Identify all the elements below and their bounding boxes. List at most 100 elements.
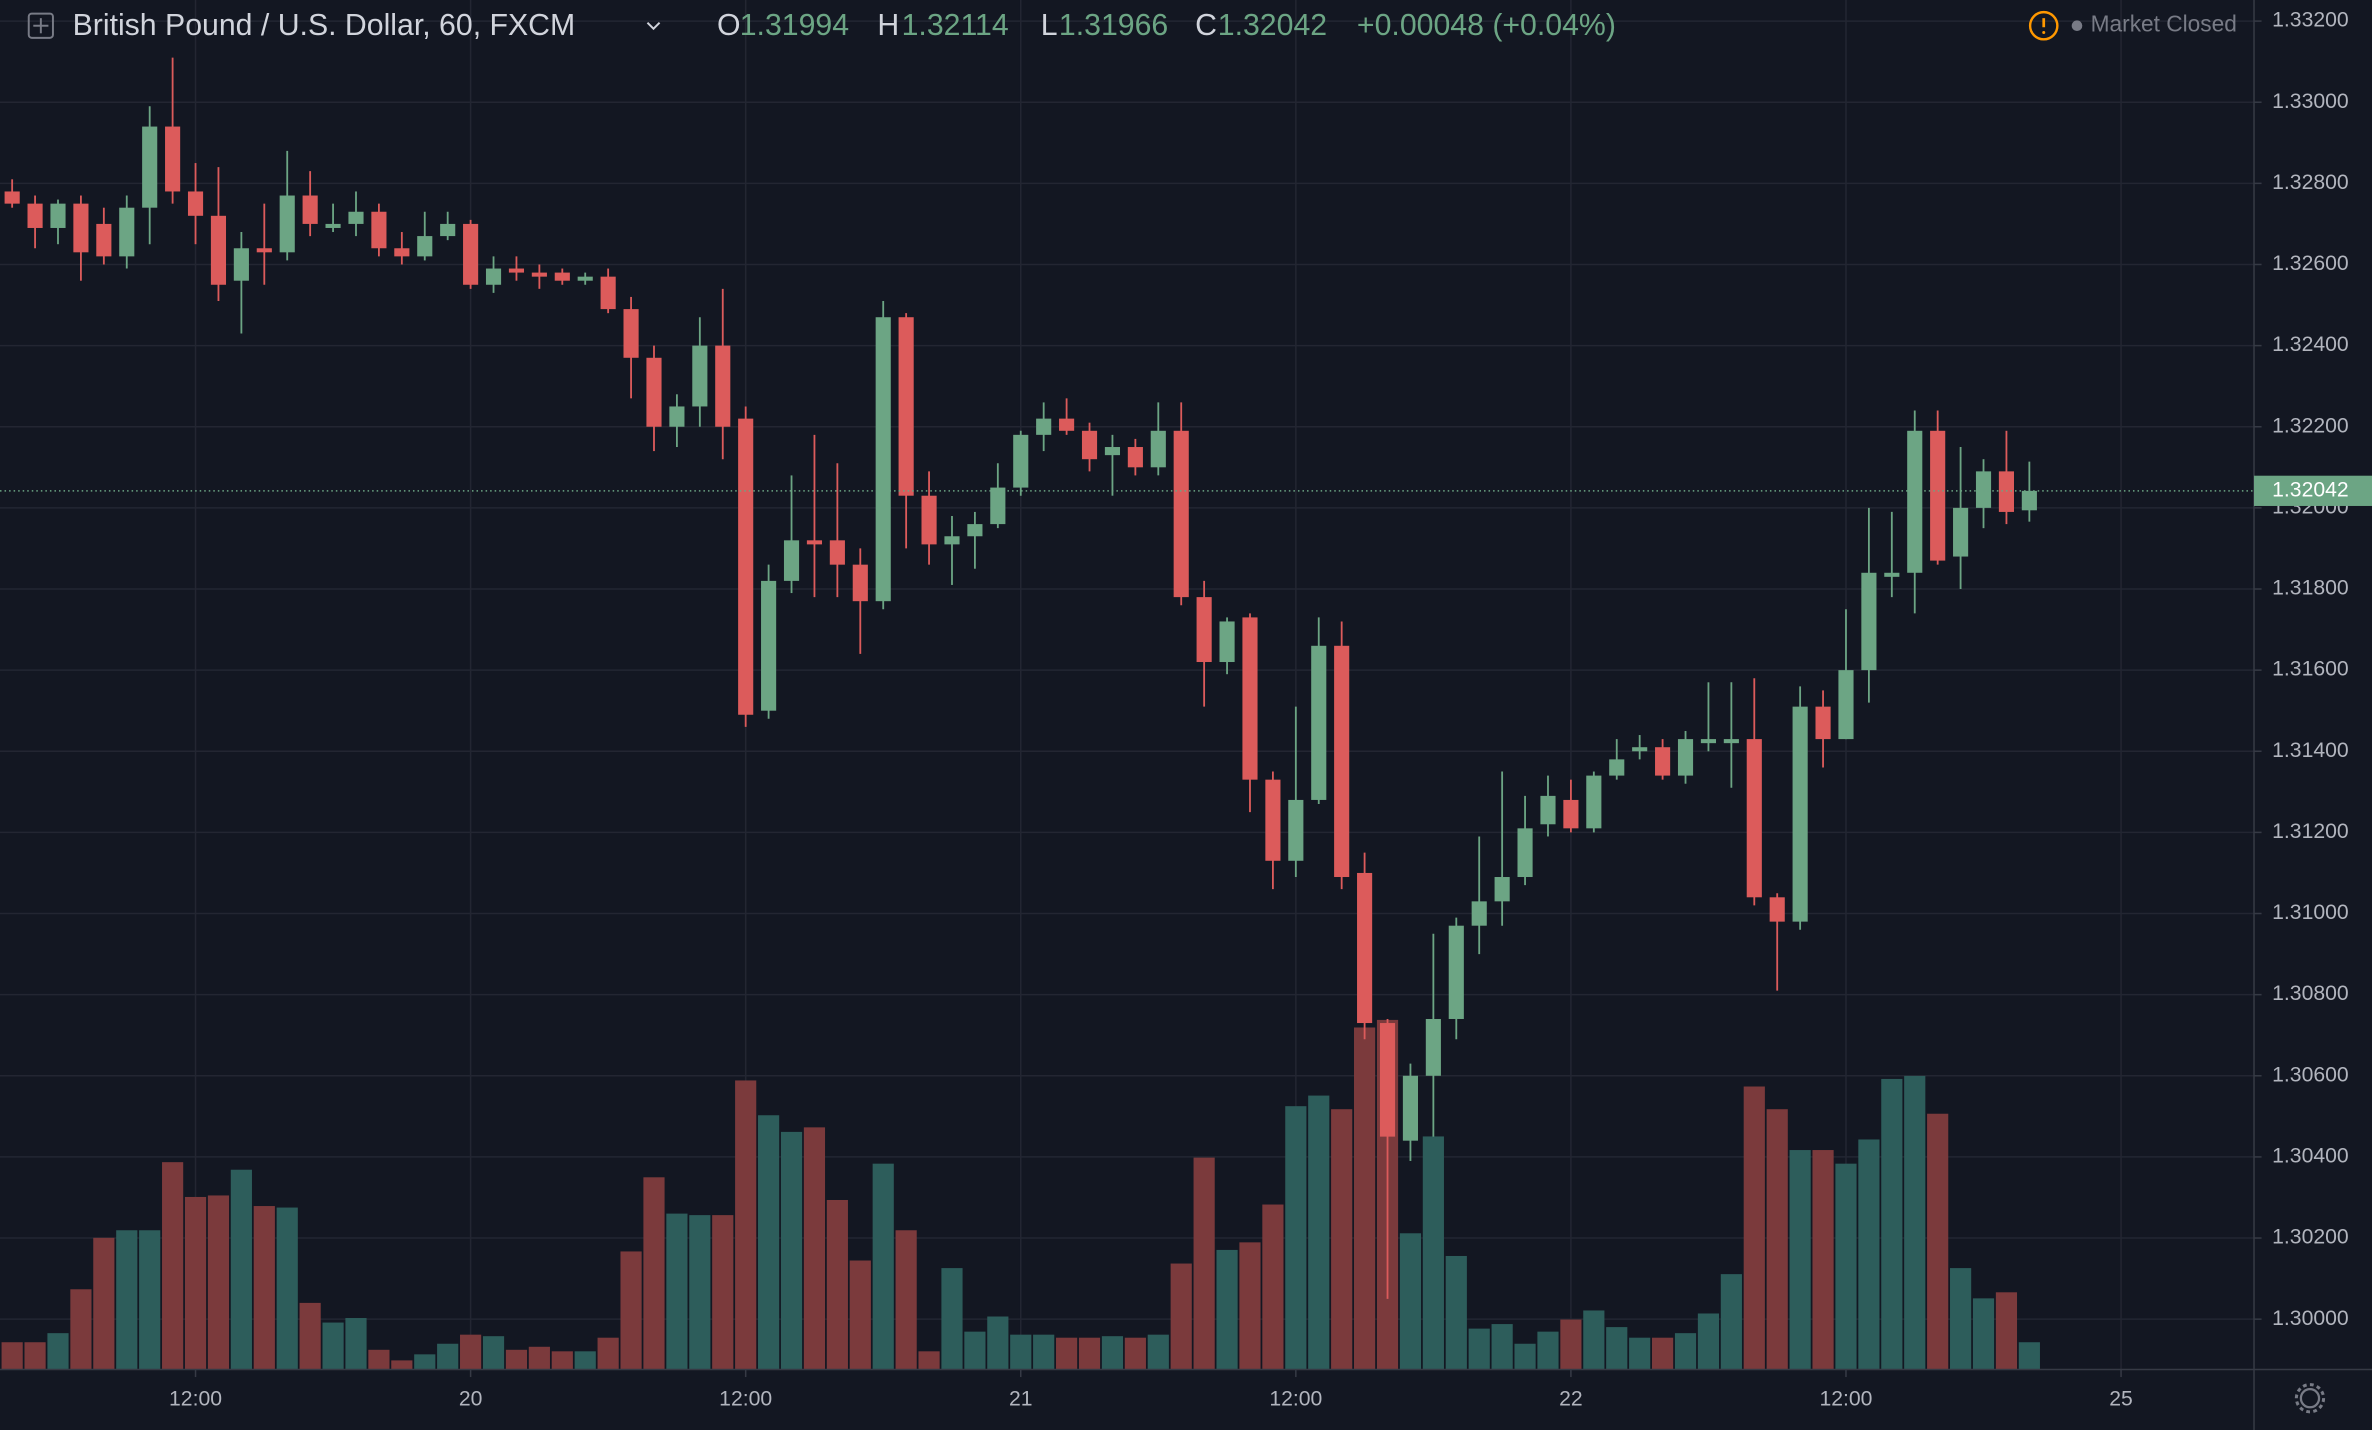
volume-bar bbox=[1881, 1078, 1903, 1370]
candle-body bbox=[1609, 759, 1625, 776]
candle-body bbox=[1677, 739, 1694, 776]
candle-body bbox=[1036, 418, 1052, 435]
volume-bar bbox=[322, 1322, 344, 1370]
candle-body bbox=[1242, 617, 1258, 780]
y-tick-label: 1.31600 bbox=[2272, 658, 2349, 681]
candle-body bbox=[1334, 645, 1350, 878]
volume-bar bbox=[849, 1260, 871, 1370]
volume-bar bbox=[1583, 1310, 1605, 1370]
volume-bar bbox=[1835, 1163, 1857, 1370]
volume-bar bbox=[1904, 1075, 1926, 1370]
settings-icon[interactable] bbox=[27, 12, 54, 39]
volume-bar bbox=[368, 1349, 390, 1370]
candle-body bbox=[165, 126, 181, 192]
candle-body bbox=[1471, 901, 1487, 926]
volume-bar bbox=[139, 1230, 161, 1370]
x-tick-label: 25 bbox=[2109, 1387, 2133, 1410]
x-tick-label: 22 bbox=[1559, 1387, 1583, 1410]
volume-bar bbox=[1858, 1139, 1880, 1370]
ohlc-value: 1.31994 bbox=[740, 9, 849, 42]
market-status[interactable]: Market Closed bbox=[2028, 10, 2237, 41]
volume-bar bbox=[1537, 1331, 1559, 1370]
candle-body bbox=[1150, 430, 1166, 468]
volume-bar bbox=[1033, 1334, 1055, 1370]
volume-bar bbox=[941, 1268, 963, 1370]
y-tick-label: 1.33200 bbox=[2272, 9, 2349, 32]
volume-bar bbox=[460, 1334, 482, 1370]
volume-bar bbox=[1147, 1334, 1169, 1370]
x-tick-label: 12:00 bbox=[1269, 1387, 1322, 1410]
ohlc-letter: L bbox=[1041, 9, 1058, 42]
candle-body bbox=[692, 345, 708, 407]
candle-body bbox=[715, 345, 731, 427]
y-tick-label: 1.30000 bbox=[2272, 1307, 2349, 1330]
candle-body bbox=[1013, 434, 1029, 488]
candle-body bbox=[1402, 1075, 1419, 1141]
volume-bar bbox=[895, 1230, 917, 1370]
y-tick-label: 1.30400 bbox=[2272, 1145, 2349, 1168]
volume-bar bbox=[1950, 1268, 1972, 1370]
candle-body bbox=[348, 211, 364, 224]
candle-body bbox=[1723, 739, 1739, 744]
volume-bar bbox=[93, 1237, 115, 1370]
volume-bar bbox=[1812, 1150, 1834, 1370]
volume-bar bbox=[1652, 1337, 1674, 1370]
y-tick-label: 1.32400 bbox=[2272, 333, 2349, 356]
volume-bar bbox=[1262, 1204, 1284, 1370]
ohlc-change: +0.00048 (+0.04%) bbox=[1357, 9, 1616, 42]
candle-body bbox=[1357, 872, 1373, 1024]
volume-bar bbox=[1743, 1086, 1765, 1370]
candle-body bbox=[783, 540, 800, 581]
candle-body bbox=[623, 309, 639, 358]
symbol-title[interactable]: British Pound / U.S. Dollar, 60, FXCM bbox=[73, 9, 576, 42]
volume-bar bbox=[230, 1169, 252, 1370]
candle-body bbox=[1953, 507, 1969, 557]
candle-body bbox=[1975, 471, 1992, 508]
volume-bar bbox=[780, 1131, 803, 1370]
candle-body bbox=[210, 215, 227, 285]
y-tick-label: 1.33000 bbox=[2272, 90, 2349, 113]
candle-body bbox=[921, 495, 937, 545]
candle-body bbox=[50, 203, 66, 228]
x-tick-label: 12:00 bbox=[719, 1387, 772, 1410]
candle-body bbox=[1448, 925, 1464, 1019]
candle-body bbox=[738, 418, 754, 715]
volume-bar bbox=[1354, 1027, 1376, 1370]
candle-body bbox=[1104, 447, 1121, 456]
volume-bar bbox=[1674, 1333, 1697, 1370]
candle-body bbox=[1219, 621, 1235, 663]
volume-bar bbox=[1056, 1337, 1078, 1370]
candle-body bbox=[1173, 430, 1189, 598]
candle-body bbox=[256, 248, 272, 253]
y-tick-label: 1.31200 bbox=[2272, 820, 2349, 843]
candle-body bbox=[1792, 706, 1808, 922]
volume-bar bbox=[620, 1251, 642, 1370]
y-tick-label: 1.31800 bbox=[2272, 577, 2349, 600]
x-tick-label: 21 bbox=[1009, 1387, 1033, 1410]
last-price-label: 1.32042 bbox=[2272, 478, 2349, 501]
candle-body bbox=[371, 211, 387, 249]
candle-body bbox=[325, 223, 341, 228]
candle-body bbox=[440, 223, 456, 237]
y-tick-label: 1.31000 bbox=[2272, 901, 2349, 924]
volume-bar bbox=[1010, 1334, 1032, 1370]
warning-icon bbox=[2028, 10, 2059, 41]
status-dot bbox=[2071, 20, 2083, 32]
candle-body bbox=[1700, 739, 1717, 744]
volume-bar bbox=[1, 1342, 23, 1370]
gear-ring bbox=[2299, 1388, 2321, 1409]
candle-body bbox=[1265, 779, 1281, 861]
dropdown-caret[interactable] bbox=[646, 22, 661, 31]
volume-bar bbox=[184, 1196, 207, 1370]
volume-bar bbox=[1078, 1337, 1101, 1370]
candle-body bbox=[508, 268, 525, 273]
candle-body bbox=[1311, 645, 1327, 800]
volume-bar bbox=[47, 1333, 69, 1370]
y-tick-label: 1.30600 bbox=[2272, 1063, 2349, 1086]
volume-layer bbox=[1, 1019, 2040, 1370]
candle-body bbox=[1838, 670, 1854, 740]
volume-bar bbox=[437, 1343, 459, 1370]
candle-body bbox=[279, 195, 295, 253]
ohlc-value: 1.32042 bbox=[1218, 9, 1327, 42]
